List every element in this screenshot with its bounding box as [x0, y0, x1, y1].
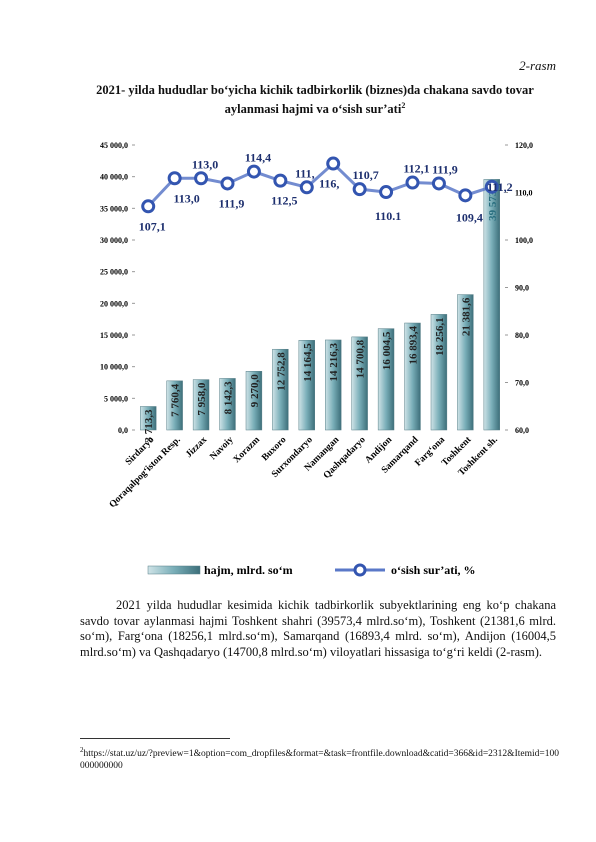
bar-value-label: 7 760,4: [170, 383, 182, 417]
title-note: 2: [401, 101, 406, 110]
bar: [325, 339, 342, 431]
bar-value-label: 14 700,8: [355, 339, 367, 378]
x-tick-label: Jizzax: [184, 435, 209, 460]
line-marker: [246, 164, 261, 179]
bar: [377, 328, 395, 431]
bar-value-label: 16 893,4: [408, 326, 420, 365]
y2-tick-label: 110,0: [515, 189, 533, 198]
line-value-label: 111,: [295, 166, 315, 180]
bar-value-label: 12 752,8: [275, 352, 287, 391]
line-value-label: 109,4: [456, 210, 483, 224]
line-marker: [220, 176, 235, 191]
y2-tick-label: 100,0: [515, 236, 533, 245]
line-value-label: 107,1: [139, 219, 166, 233]
figure-label: 2-rasm: [519, 58, 556, 73]
y-tick-label: 35 000,0: [100, 204, 128, 213]
bar: [140, 406, 157, 431]
bar-value-label: 14 164,5: [302, 343, 314, 382]
y2-tick-label: 70,0: [515, 379, 529, 388]
line-value-label: 111,9: [219, 196, 245, 210]
line-marker: [273, 173, 288, 188]
line-marker: [167, 171, 182, 186]
line-value-label: 112,5: [271, 194, 297, 208]
y-tick-label: 0,0: [118, 426, 128, 435]
bar: [298, 340, 315, 431]
line-marker: [141, 199, 156, 214]
y-tick-label: 45 000,0: [100, 141, 128, 150]
y2-tick-label: 60,0: [515, 426, 529, 435]
y2-tick-label: 80,0: [515, 331, 529, 340]
bar: [219, 378, 236, 431]
footnote: 2https://stat.uz/uz/?preview=1&option=co…: [80, 744, 560, 772]
line-value-label: 110.1: [375, 209, 401, 223]
bar-value-label: 18 256,1: [434, 317, 446, 356]
x-tick-label: Xorazm: [232, 435, 262, 465]
y-tick-label: 10 000,0: [100, 363, 128, 372]
line-value-label: 113,0: [173, 191, 199, 205]
line-marker: [299, 180, 314, 195]
y2-tick-label: 120,0: [515, 141, 533, 150]
bar-value-label: 7 958,0: [196, 382, 208, 416]
bar: [483, 179, 500, 431]
bar-value-label: 8 142,3: [223, 381, 235, 415]
bar: [351, 336, 368, 431]
footnote-text: https://stat.uz/uz/?preview=1&option=com…: [80, 749, 559, 772]
y-tick-label: 20 000,0: [100, 299, 128, 308]
bar: [272, 348, 289, 431]
line-value-label: 112,1: [403, 162, 429, 176]
line-value-label: 113,0: [192, 157, 218, 171]
chart-title: 2021- yilda hududlar bo‘yicha kichik tad…: [95, 82, 535, 117]
line-marker: [484, 179, 499, 194]
legend-marker: [353, 563, 367, 577]
bar: [245, 371, 263, 431]
y-tick-label: 5 000,0: [104, 394, 128, 403]
chart: 0,0 5 000,0 10 000,0 15 000,0 20 000,0 25 000…: [100, 141, 533, 577]
bar: [192, 379, 210, 431]
bar-value-label: 16 004,5: [381, 331, 393, 370]
line-marker: [379, 185, 394, 200]
bar-value-label: 21 381,6: [460, 297, 472, 336]
paragraph: 2021 yilda hududlar kesimida kichik tadb…: [80, 598, 556, 659]
bar-value-label: 3 713,3: [143, 409, 155, 443]
line-value-label: 111,9: [432, 162, 458, 176]
bar: [457, 294, 474, 431]
bar: [166, 380, 183, 431]
line-marker: [405, 175, 420, 190]
y-tick-label: 15 000,0: [100, 331, 128, 340]
y-tick-label: 40 000,0: [100, 173, 128, 182]
line-marker: [458, 188, 473, 203]
bar-value-label: 14 216,3: [328, 342, 340, 381]
line-marker: [326, 156, 341, 171]
line-marker: [194, 171, 209, 186]
line-value-label: 111,2: [487, 180, 513, 194]
y-tick-label: 30 000,0: [100, 236, 128, 245]
bar-value-label: 9 270,0: [249, 374, 261, 408]
title-text: 2021- yilda hududlar bo‘yicha kichik tad…: [96, 83, 534, 117]
footnote-rule: [80, 738, 230, 739]
legend-label: o‘sish sur’ati, %: [391, 563, 476, 577]
line-value-label: 114,4: [245, 151, 271, 165]
footnote-mark: 2: [80, 746, 84, 754]
legend-label: hajm, mlrd. so‘m: [204, 563, 293, 577]
line-marker: [431, 176, 446, 191]
line-value-label: 110,7: [352, 168, 378, 182]
bar: [430, 314, 448, 431]
line-marker: [352, 182, 367, 197]
line-value-label: 116,: [319, 177, 339, 191]
y-tick-label: 25 000,0: [100, 268, 128, 277]
y2-tick-label: 90,0: [515, 284, 529, 293]
legend-swatch: [147, 565, 201, 575]
bar: [404, 322, 421, 431]
